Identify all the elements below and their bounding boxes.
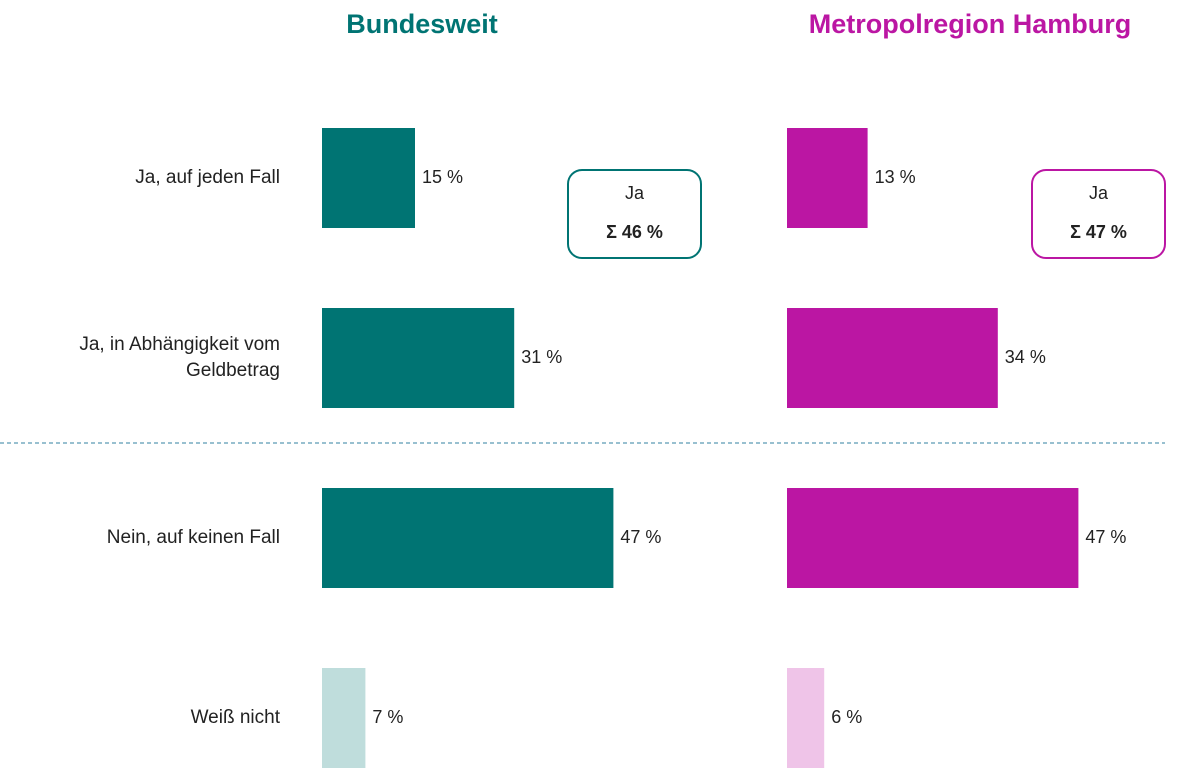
series-title: Bundesweit bbox=[346, 9, 498, 39]
value-label: 31 % bbox=[521, 347, 562, 367]
value-label: 15 % bbox=[422, 167, 463, 187]
value-label: 7 % bbox=[372, 707, 403, 727]
annotation-label: Ja bbox=[625, 183, 645, 203]
bar bbox=[787, 128, 868, 228]
bar bbox=[787, 488, 1079, 588]
value-label: 34 % bbox=[1005, 347, 1046, 367]
bar bbox=[322, 668, 366, 768]
bar bbox=[322, 308, 515, 408]
category-label: Weiß nicht bbox=[190, 707, 280, 728]
category-label: Ja, auf jeden Fall bbox=[135, 167, 280, 188]
bar bbox=[787, 668, 825, 768]
category-label: Ja, in Abhängigkeit vom Geldbetrag bbox=[79, 334, 280, 381]
category-label: Nein, auf keinen Fall bbox=[106, 527, 280, 548]
annotation-text: Σ 47 % bbox=[1070, 222, 1127, 242]
annotation-box bbox=[567, 169, 702, 259]
value-label: 13 % bbox=[875, 167, 916, 187]
bar bbox=[787, 308, 998, 408]
value-label: 47 % bbox=[1085, 527, 1126, 547]
annotation-text: Σ 46 % bbox=[606, 222, 663, 242]
value-label: 47 % bbox=[620, 527, 661, 547]
series-title: Metropolregion Hamburg bbox=[809, 9, 1132, 39]
annotation-box bbox=[1031, 169, 1166, 259]
value-label: 6 % bbox=[831, 707, 862, 727]
bar bbox=[322, 488, 614, 588]
annotation-label: Ja bbox=[1089, 183, 1109, 203]
bar bbox=[322, 128, 415, 228]
